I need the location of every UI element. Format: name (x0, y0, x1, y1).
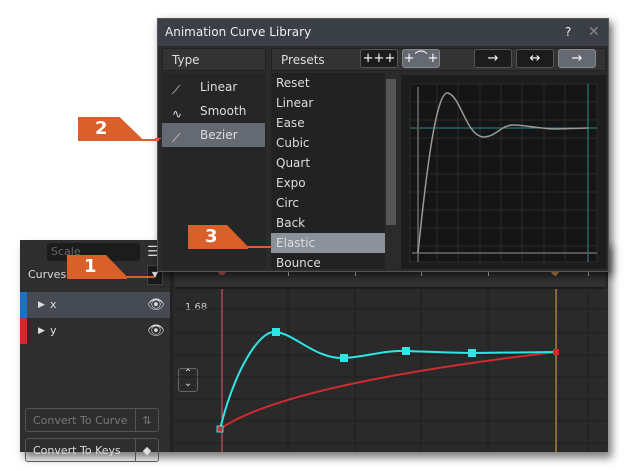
menu-icon[interactable]: ☰ (147, 244, 160, 260)
keyframe (340, 354, 348, 362)
preset-item[interactable]: Cubic (276, 136, 310, 150)
track-label: x (50, 298, 57, 311)
button-label: Convert To Curve (33, 414, 128, 427)
fit-view-button[interactable]: ⌃ ⌄ (178, 368, 198, 392)
track-label: y (50, 324, 57, 337)
curve-x (219, 330, 557, 430)
expand-icon[interactable]: ▶ (38, 300, 45, 310)
preset-item[interactable]: Back (276, 216, 306, 230)
mode-label: Curves (28, 268, 67, 281)
eye-icon[interactable]: 👁 (147, 297, 165, 313)
animation-curve-library-dialog: Animation Curve Library ? ✕ Type Presets… (157, 18, 609, 272)
track-color (20, 318, 27, 344)
arrow-both-button[interactable]: ↔ (516, 49, 554, 68)
dialog-title: Animation Curve Library ? ✕ (158, 19, 608, 46)
track-color (20, 292, 27, 318)
help-icon[interactable]: ? (565, 25, 572, 39)
preset-item[interactable]: Bounce (276, 256, 321, 270)
track-y[interactable]: ▶ y 👁 (20, 318, 170, 344)
arrow-right-active-button[interactable]: → (558, 49, 596, 68)
preview-curve (417, 92, 589, 254)
eye-icon[interactable]: 👁 (147, 323, 165, 339)
value-label: 1.68 (185, 302, 208, 313)
curve-editor: Scale ☰ Curves ▼ ▶ x 👁 ▶ y 👁 Convert To … (20, 240, 608, 462)
preset-item[interactable]: Ease (276, 116, 305, 130)
keys-curve-button[interactable]: +⌒+ (402, 49, 440, 68)
preset-item-selected[interactable]: Elastic (271, 233, 385, 253)
curve-graph[interactable] (175, 289, 605, 452)
bezier-curve-icon: ⟋ (172, 131, 181, 145)
convert-to-keys-button[interactable]: Convert To Keys ◆ (25, 438, 159, 462)
preview-graph (409, 83, 598, 263)
track-x[interactable]: ▶ x 👁 (20, 292, 170, 318)
type-header: Type (162, 48, 266, 71)
type-label: Bezier (200, 128, 238, 142)
curve-y (219, 351, 557, 430)
keys-flat-button[interactable]: +++ (360, 49, 398, 68)
preset-item[interactable]: Reset (276, 76, 310, 90)
keyframe (272, 328, 280, 336)
scrollbar[interactable] (386, 79, 396, 225)
convert-to-curve-button[interactable]: Convert To Curve ⇅ (25, 408, 159, 432)
preset-item[interactable]: Expo (276, 176, 306, 190)
type-label: Linear (200, 80, 238, 94)
button-label: Convert To Keys (33, 444, 121, 457)
keyframe (553, 349, 559, 355)
arrow-right-button[interactable]: → (474, 49, 512, 68)
preset-item[interactable]: Circ (276, 196, 299, 210)
callout-marker-2: 2 (78, 117, 142, 141)
preset-item[interactable]: Quart (276, 156, 311, 170)
type-bezier[interactable]: ⟋ Bezier (162, 123, 265, 147)
type-smooth[interactable]: ∿ Smooth (162, 99, 265, 123)
preset-item[interactable]: Linear (276, 96, 314, 110)
title-text: Animation Curve Library (165, 25, 312, 39)
type-linear[interactable]: ⟋ Linear (162, 75, 265, 99)
keyframe (216, 425, 224, 433)
type-label: Smooth (200, 104, 247, 118)
key-icon: ◆ (135, 439, 158, 461)
linear-curve-icon: ⟋ (172, 83, 181, 97)
expand-icon[interactable]: ▶ (38, 326, 45, 336)
keyframe (402, 347, 410, 355)
convert-icon: ⇅ (135, 409, 158, 431)
smooth-curve-icon: ∿ (172, 107, 183, 121)
preview-panel (401, 75, 606, 269)
close-icon[interactable]: ✕ (588, 24, 600, 40)
keyframe (468, 349, 476, 357)
